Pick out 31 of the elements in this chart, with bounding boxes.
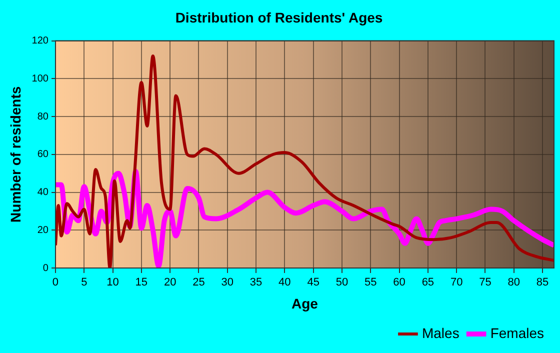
y-tick-label: 100: [32, 73, 49, 84]
y-tick-label: 60: [37, 149, 49, 160]
line-series: [55, 54, 554, 268]
x-tick-label: 80: [508, 276, 520, 289]
x-tick-label: 25: [192, 276, 205, 289]
x-tick-label: 65: [422, 276, 434, 289]
x-tick-label: 15: [135, 276, 148, 289]
x-tick-label: 50: [336, 276, 348, 289]
x-axis-title: Age: [292, 295, 318, 312]
x-tick-label: 5: [81, 276, 88, 289]
x-tick-label: 20: [164, 276, 176, 289]
x-tick-label: 35: [250, 276, 262, 289]
x-tick-label: 60: [393, 276, 406, 289]
x-tick-label: 75: [479, 276, 492, 289]
y-axis-title: Number of residents: [7, 86, 24, 222]
x-tick-label: 40: [278, 276, 291, 289]
y-tick-label: 0: [42, 262, 49, 274]
y-tick-label: 120: [32, 36, 49, 47]
y-tick-label: 40: [37, 187, 49, 198]
x-tick-label: 10: [106, 276, 119, 289]
x-tick-label: 30: [221, 276, 234, 289]
x-tick-label: 45: [307, 276, 320, 289]
x-tick-label: 85: [536, 276, 549, 289]
y-tick-label: 80: [37, 111, 49, 122]
legend-label: Males: [422, 324, 460, 341]
x-tick-label: 55: [364, 276, 377, 289]
legend-label: Females: [490, 324, 544, 341]
x-tick-label: 70: [450, 276, 463, 289]
x-tick-label: 0: [52, 276, 59, 289]
y-tick-label: 20: [37, 224, 49, 236]
chart-title: Distribution of Residents' Ages: [175, 9, 383, 26]
